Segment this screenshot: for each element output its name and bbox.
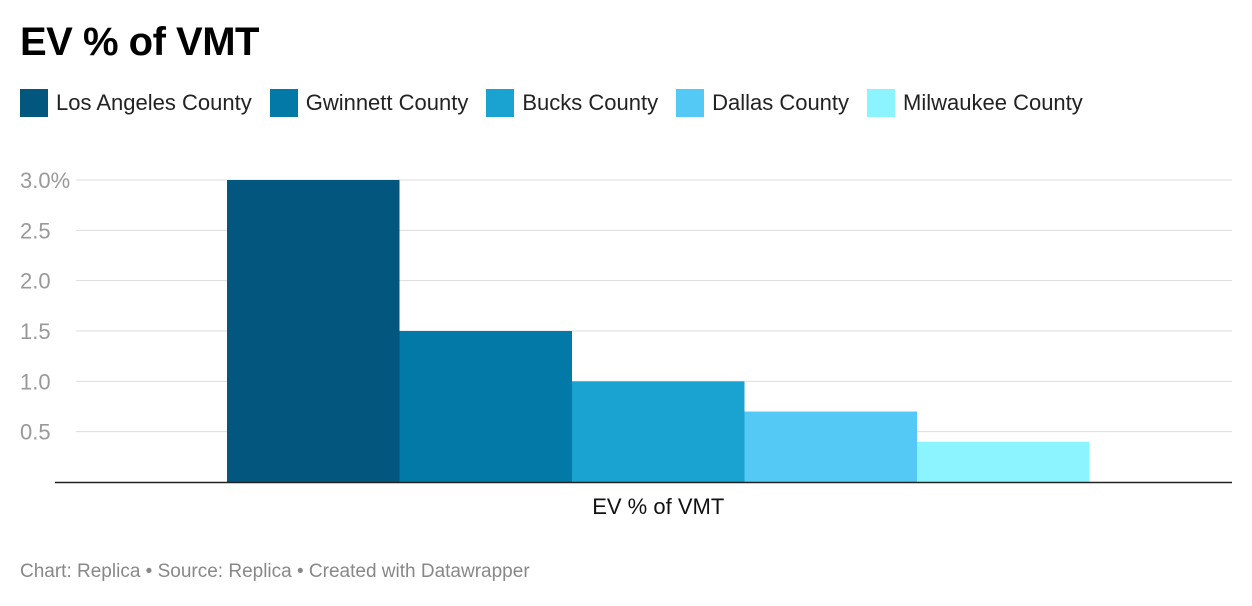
legend-item: Bucks County	[486, 89, 658, 117]
legend-swatch	[676, 89, 705, 117]
y-tick-label: 0.5	[20, 420, 51, 445]
bar	[744, 411, 917, 482]
legend-item: Milwaukee County	[867, 89, 1083, 117]
y-tick-label: 2.0	[20, 269, 51, 294]
chart-legend: Los Angeles County Gwinnett County Bucks C…	[20, 89, 1101, 117]
y-tick-label: 1.5	[20, 319, 51, 344]
bar-chart: 0.5 1.0 1.5 2.0 2.5 3.0% EV % of VMT	[20, 168, 1232, 519]
legend-label: Bucks County	[522, 90, 659, 115]
legend-swatch	[269, 89, 298, 117]
y-tick-label: 2.5	[20, 218, 51, 243]
legend-swatch	[867, 89, 896, 117]
bar	[572, 381, 745, 482]
legend-item: Los Angeles County	[20, 89, 252, 117]
chart-title: EV % of VMT	[20, 20, 259, 64]
legend-label: Gwinnett County	[305, 90, 469, 115]
bar	[399, 331, 572, 482]
x-category-label: EV % of VMT	[592, 494, 724, 519]
legend-item: Dallas County	[676, 89, 849, 117]
bar	[227, 180, 400, 482]
legend-swatch	[20, 89, 48, 117]
y-tick-label: 1.0	[20, 369, 51, 394]
legend-label: Milwaukee County	[903, 90, 1083, 115]
bar	[917, 441, 1090, 482]
legend-label: Dallas County	[712, 90, 850, 115]
chart-footer: Chart: Replica • Source: Replica • Creat…	[20, 561, 530, 582]
legend-label: Los Angeles County	[56, 90, 252, 115]
legend-swatch	[486, 89, 515, 117]
y-tick-label: 3.0%	[20, 168, 70, 193]
legend-item: Gwinnett County	[269, 89, 469, 117]
